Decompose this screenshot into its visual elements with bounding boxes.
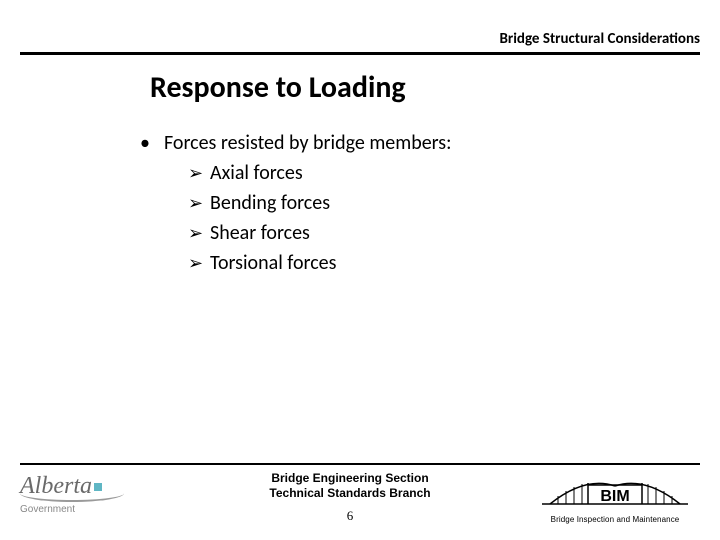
- alberta-wordmark: Alberta: [20, 474, 170, 498]
- arrow-icon: ➢: [188, 220, 210, 247]
- header-label: Bridge Structural Considerations: [20, 30, 700, 52]
- footer-row: Alberta Government Bridge Engineering Se…: [20, 471, 700, 524]
- arrow-icon: ➢: [188, 250, 210, 277]
- main-bullet-row: • Forces resisted by bridge members:: [140, 128, 720, 158]
- page-number: 6: [170, 508, 530, 524]
- footer: Alberta Government Bridge Engineering Se…: [20, 463, 700, 524]
- sub-item: ➢ Bending forces: [188, 188, 720, 218]
- footer-line2: Technical Standards Branch: [170, 486, 530, 502]
- sub-item-text: Bending forces: [210, 188, 330, 218]
- sub-item: ➢ Axial forces: [188, 158, 720, 188]
- bim-label: BIM: [600, 488, 629, 505]
- content-area: • Forces resisted by bridge members: ➢ A…: [140, 128, 720, 278]
- sublist: ➢ Axial forces ➢ Bending forces ➢ Shear …: [188, 158, 720, 278]
- header-area: Bridge Structural Considerations: [0, 0, 720, 55]
- sub-item: ➢ Shear forces: [188, 218, 720, 248]
- bim-logo-area: BIM Bridge Inspection and Maintenance: [530, 474, 700, 524]
- slide-title: Response to Loading: [150, 69, 720, 106]
- arrow-icon: ➢: [188, 160, 210, 187]
- alberta-subword: Government: [20, 504, 170, 515]
- bim-logo: BIM: [540, 474, 690, 515]
- sub-item-text: Axial forces: [210, 158, 303, 188]
- alberta-swash: [20, 492, 124, 502]
- bullet-marker: •: [140, 128, 164, 158]
- header-rule: [20, 52, 700, 55]
- bridge-icon: BIM: [540, 474, 690, 510]
- alberta-accent-square: [94, 483, 102, 491]
- sub-item-text: Torsional forces: [210, 248, 336, 278]
- sub-item: ➢ Torsional forces: [188, 248, 720, 278]
- footer-rule: [20, 463, 700, 465]
- arrow-icon: ➢: [188, 190, 210, 217]
- sub-item-text: Shear forces: [210, 218, 310, 248]
- footer-line1: Bridge Engineering Section: [170, 471, 530, 487]
- main-bullet-text: Forces resisted by bridge members:: [164, 128, 451, 158]
- alberta-logo: Alberta Government: [20, 474, 170, 524]
- footer-center: Bridge Engineering Section Technical Sta…: [170, 471, 530, 524]
- bim-caption: Bridge Inspection and Maintenance: [530, 515, 700, 524]
